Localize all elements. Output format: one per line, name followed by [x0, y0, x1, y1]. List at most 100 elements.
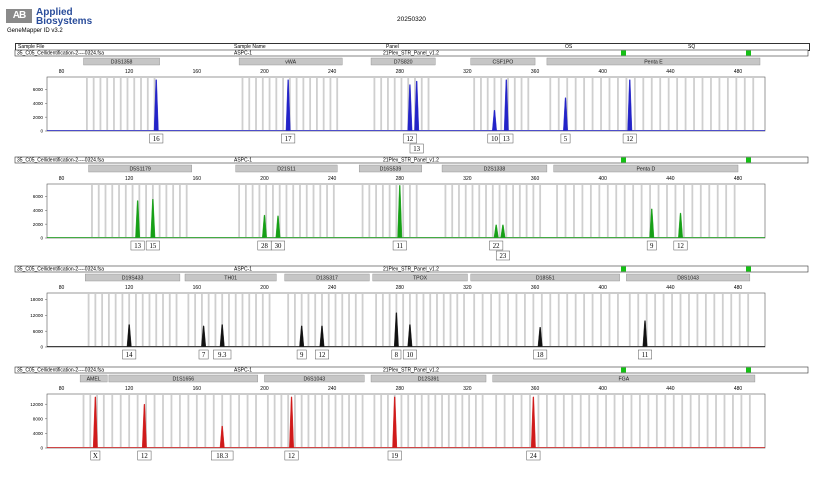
allele-label: 11 [396, 243, 403, 250]
allele-label: 12 [319, 352, 326, 359]
allele-bin [319, 185, 322, 238]
allele-bin [513, 78, 516, 131]
allele-bin [307, 294, 310, 347]
locus-label: CSF1PO [493, 60, 514, 66]
allele-bin [605, 395, 607, 448]
locus-box [492, 374, 756, 383]
allele-label-box [387, 450, 402, 461]
y-tick-label: 6000 [33, 194, 44, 199]
allele-label-box [391, 349, 402, 360]
y-tick-label: 8000 [33, 416, 44, 421]
x-tick-label: 120 [125, 176, 134, 182]
locus-box [238, 57, 343, 66]
x-tick-label: 240 [328, 176, 337, 182]
allele-bin [420, 78, 423, 131]
allele-bin [743, 78, 746, 131]
peak-mark [289, 396, 294, 448]
allele-bin [89, 395, 92, 448]
allele-bin [102, 395, 105, 448]
x-tick-label: 480 [734, 69, 743, 75]
allele-bin [321, 294, 323, 347]
allele-label: 11 [642, 352, 649, 359]
allele-label: 5 [564, 136, 568, 143]
allele-bin [708, 185, 711, 238]
allele-bin [693, 78, 695, 131]
allele-bin [557, 294, 560, 347]
x-tick-label: 200 [260, 386, 269, 392]
allele-bin [505, 185, 508, 238]
allele-bin [261, 294, 264, 347]
allele-bin [684, 78, 687, 131]
allele-label: 8 [395, 352, 399, 359]
allele-bin [280, 395, 283, 448]
peak-mark [649, 208, 655, 238]
allele-bin [691, 185, 694, 238]
allele-label: 9.3 [218, 352, 227, 359]
allele-bin [442, 294, 445, 347]
allele-bin [474, 395, 477, 448]
allele-bin [454, 395, 457, 448]
allele-bin [194, 294, 197, 347]
allele-bin [566, 78, 569, 131]
locus-box [553, 164, 739, 173]
x-tick-label: 160 [193, 386, 202, 392]
peak-mark [135, 200, 141, 238]
allele-label-box [409, 143, 424, 154]
allele-bin [400, 78, 403, 131]
allele-bin [332, 185, 335, 238]
allele-bin [273, 395, 276, 448]
x-tick-label: 80 [59, 176, 65, 182]
allele-bin [246, 395, 249, 448]
locus-label: D21S11 [277, 167, 295, 173]
locus-box [470, 273, 620, 282]
allele-bin [299, 185, 301, 238]
allele-bin [732, 395, 734, 448]
allele-bin [698, 395, 701, 448]
allele-bin [373, 395, 376, 448]
locus-label: D18S51 [536, 276, 555, 282]
allele-bin [99, 78, 102, 131]
allele-bin [613, 395, 616, 448]
allele-bin [596, 395, 599, 448]
allele-bin [136, 395, 139, 448]
allele-bin [664, 395, 667, 448]
locus-label: D5S1179 [130, 167, 151, 173]
sample-file-name: 35_C05_Cellidentification-2----0324.fsa [17, 51, 104, 57]
allele-label-box [402, 349, 417, 360]
y-tick-label: 0 [40, 236, 43, 241]
allele-bin [491, 185, 494, 238]
locus-box [184, 273, 277, 282]
allele-label: 13 [134, 243, 141, 250]
os-indicator [621, 50, 626, 56]
allele-bin [282, 78, 284, 131]
allele-bin [447, 395, 450, 448]
allele-label-box [122, 349, 137, 360]
peak-mark [219, 425, 225, 448]
allele-bin [486, 78, 489, 131]
allele-bin [187, 395, 190, 448]
allele-bin [238, 395, 241, 448]
run-date: 20250320 [397, 16, 426, 23]
allele-label-box [213, 349, 232, 360]
allele-bin [341, 294, 344, 347]
allele-bin [546, 395, 548, 448]
allele-bin [393, 78, 396, 131]
allele-bin [131, 185, 134, 238]
allele-bin [162, 395, 164, 448]
peak-mark [219, 324, 225, 347]
allele-label-box [149, 133, 164, 144]
x-tick-label: 400 [599, 386, 608, 392]
allele-bin [468, 395, 471, 448]
locus-label: Penta D [636, 167, 655, 173]
allele-bin [287, 294, 290, 347]
allele-label-box [533, 349, 548, 360]
sample-file-name: 35_C05_Cellidentification-2----0324.fsa [17, 158, 104, 164]
allele-bin [292, 185, 295, 238]
allele-label-box [130, 240, 145, 251]
allele-bin [571, 395, 574, 448]
allele-bin [307, 395, 310, 448]
locus-box [235, 164, 338, 173]
x-tick-label: 240 [328, 386, 337, 392]
peak-mark [299, 325, 305, 347]
allele-bin [118, 185, 120, 238]
